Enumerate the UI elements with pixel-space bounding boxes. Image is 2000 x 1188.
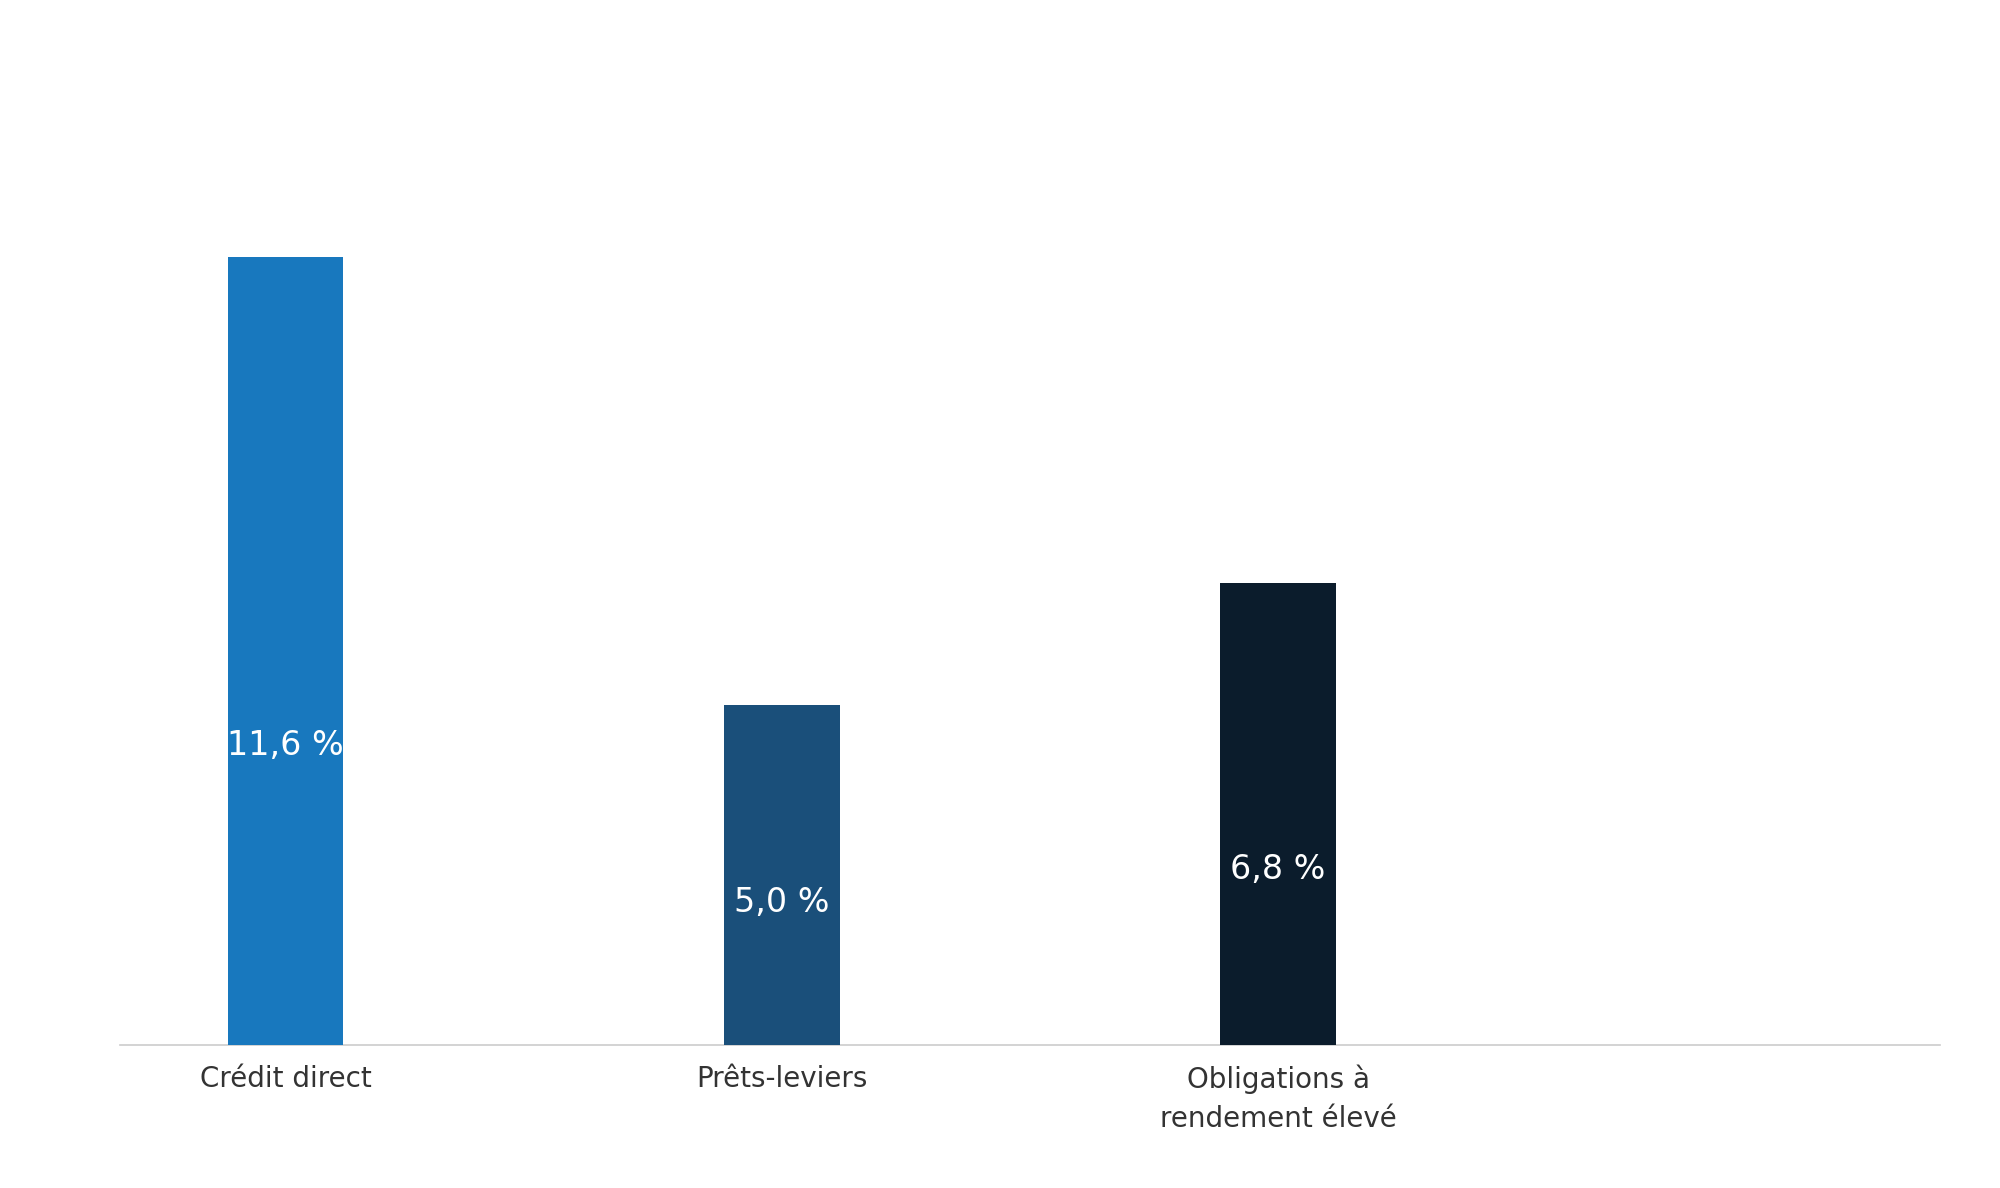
Bar — [1220, 583, 1336, 1045]
Text: 11,6 %: 11,6 % — [228, 729, 344, 763]
Bar — [228, 257, 344, 1045]
Text: 5,0 %: 5,0 % — [734, 886, 830, 920]
Text: 6,8 %: 6,8 % — [1230, 853, 1326, 886]
Bar — [724, 706, 840, 1045]
